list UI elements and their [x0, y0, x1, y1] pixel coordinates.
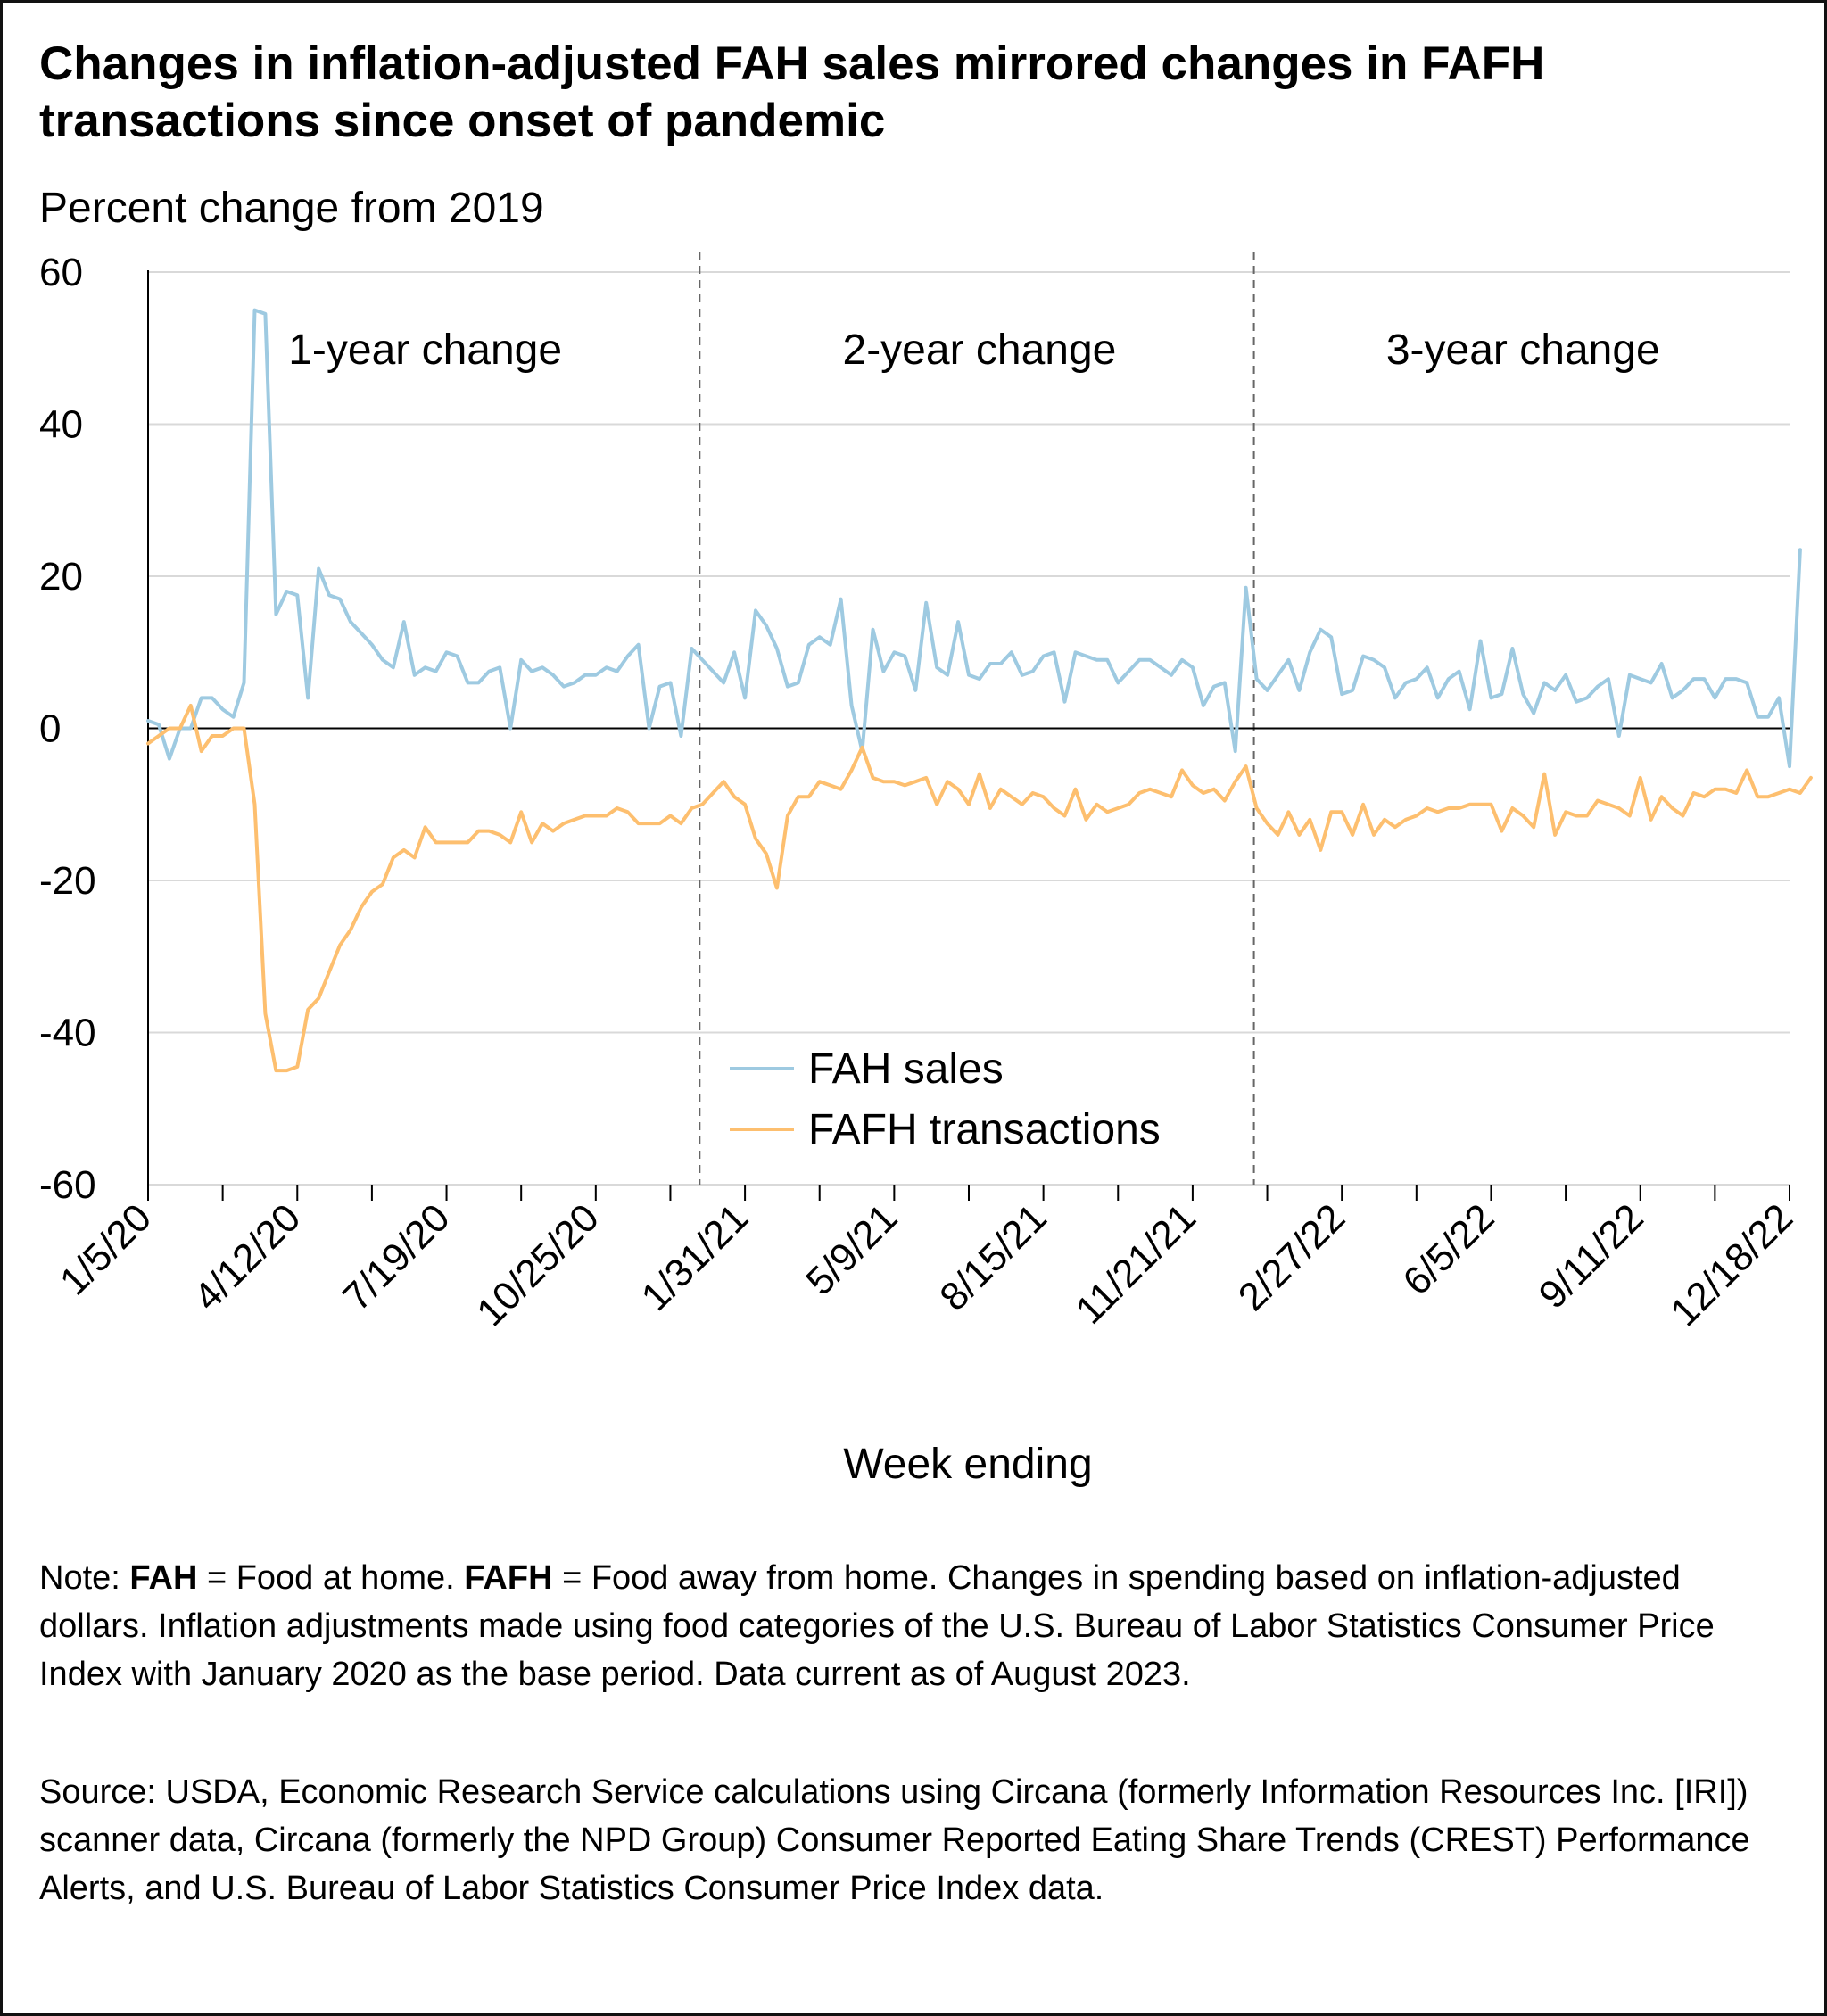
legend-fah-sales-label: FAH sales	[808, 1045, 1004, 1093]
x-tick-label: 12/18/22	[1662, 1195, 1801, 1334]
fah-sales-line	[146, 308, 1802, 769]
x-tick-label: 2/27/22	[1230, 1195, 1353, 1318]
x-tick-label: 7/19/20	[335, 1195, 458, 1318]
y-tick-label: -20	[39, 859, 96, 903]
period-dividers	[699, 252, 1255, 1185]
x-tick-label: 4/12/20	[186, 1195, 309, 1318]
x-tick-label: 6/5/22	[1394, 1195, 1502, 1303]
x-tick-label: 8/15/21	[931, 1195, 1054, 1318]
period-label: 1-year change	[288, 326, 562, 374]
x-axis-label: Week ending	[843, 1441, 1093, 1488]
y-tick-label: -60	[39, 1163, 96, 1207]
note-def-fah: = Food at home.	[197, 1559, 465, 1597]
y-tick-label: 20	[39, 555, 83, 599]
x-tick-label: 11/21/21	[1068, 1195, 1204, 1332]
axes	[147, 270, 1790, 1201]
chart-source: Source: USDA, Economic Research Service …	[39, 1773, 1750, 1907]
x-tick-label: 9/11/22	[1531, 1195, 1652, 1317]
period-label: 2-year change	[843, 326, 1117, 374]
note-rest: = Food away from home. Changes in spendi…	[39, 1559, 1715, 1693]
note-term-fafh: FAFH	[464, 1559, 553, 1597]
y-tick-labels: 60 40 20 0 -20 -40 -60	[39, 251, 96, 1207]
x-tick-label: 10/25/20	[468, 1195, 608, 1334]
note-term-fah: FAH	[129, 1559, 198, 1597]
chart-note: Note: FAH = Food at home. FAFH = Food aw…	[39, 1554, 1797, 1698]
series-lines	[146, 308, 1813, 1073]
x-tick-label: 1/31/21	[633, 1195, 756, 1318]
y-tick-label: -40	[39, 1012, 96, 1055]
note-prefix: Note:	[39, 1559, 130, 1597]
y-tick-label: 0	[39, 707, 61, 751]
x-tick-label: 1/5/20	[52, 1195, 160, 1303]
fafh-transactions-line	[146, 703, 1813, 1073]
period-labels: 1-year change 2-year change 3-year change	[288, 326, 1660, 374]
x-tick-labels: 1/5/20 4/12/20 7/19/20 10/25/20 1/31/21 5/9/2…	[52, 1195, 1801, 1334]
y-tick-label: 40	[39, 403, 83, 447]
x-tick-label: 5/9/21	[798, 1195, 905, 1303]
line-chart: 60 40 20 0 -20 -40 -60 1/5/20 4/12/20 7/19/20 10/…	[39, 251, 1813, 1334]
legend-fafh-transactions-label: FAFH transactions	[808, 1106, 1161, 1153]
period-label: 3-year change	[1386, 326, 1660, 374]
y-tick-label: 60	[39, 251, 83, 294]
chart-title: Changes in inflation-adjusted FAH sales …	[39, 37, 1545, 147]
legend: FAH sales FAFH transactions	[730, 1045, 1161, 1153]
y-axis-label: Percent change from 2019	[39, 185, 544, 232]
